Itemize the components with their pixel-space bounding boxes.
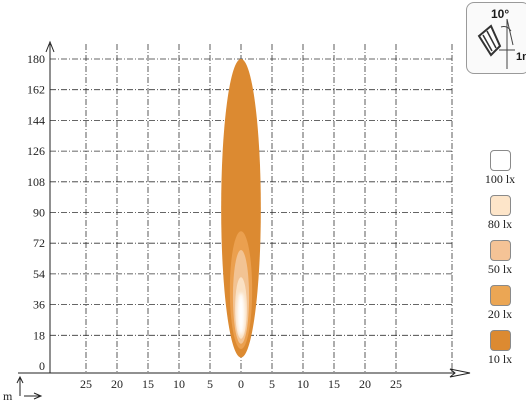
x-tick-label: 10 xyxy=(173,377,185,391)
x-tick-label: 15 xyxy=(142,377,154,391)
legend-label: 80 lx xyxy=(487,217,513,231)
unit-marker-horizontal-arrow xyxy=(33,392,43,400)
x-tick-label: 5 xyxy=(207,377,213,391)
axes: m xyxy=(3,40,471,403)
legend-item-20: 20 lx xyxy=(478,285,522,322)
legend-swatch xyxy=(489,195,511,216)
x-tick-label: 5 xyxy=(269,377,275,391)
x-tick-labels: 25 20 15 10 5 0 5 10 15 20 25 xyxy=(80,377,402,391)
isolux-100-lx xyxy=(237,292,245,336)
y-tick-labels: 0 18 36 54 72 90 108 126 144 162 180 xyxy=(27,52,45,373)
y-tick-label: 180 xyxy=(27,52,45,66)
x-tick-label: 0 xyxy=(238,377,244,391)
legend-label: 100 lx xyxy=(484,172,516,186)
y-tick-label: 144 xyxy=(27,113,45,127)
legend-label: 10 lx xyxy=(487,352,513,366)
legend-item-50: 50 lx xyxy=(478,240,522,277)
beam-angle-label: 10° xyxy=(491,7,510,21)
legend-swatch xyxy=(489,150,511,171)
x-unit-label: m xyxy=(3,389,13,403)
legend-item-100: 100 lx xyxy=(478,150,522,187)
x-tick-label: 25 xyxy=(80,377,92,391)
x-tick-label: 15 xyxy=(328,377,340,391)
y-tick-label: 72 xyxy=(33,236,45,250)
isolux-contours xyxy=(221,59,261,358)
legend-label: 50 lx xyxy=(487,262,513,276)
y-tick-label: 54 xyxy=(33,267,45,281)
y-tick-label: 126 xyxy=(27,144,45,158)
lamp-tilt-icon xyxy=(477,18,515,69)
legend-label: 20 lx xyxy=(487,307,513,321)
legend-swatch xyxy=(489,240,511,261)
y-tick-label: 0 xyxy=(39,359,45,373)
y-tick-label: 108 xyxy=(27,175,45,189)
distance-label: 1m xyxy=(516,51,526,63)
y-tick-label: 36 xyxy=(33,298,45,312)
x-tick-label: 10 xyxy=(297,377,309,391)
legend-item-80: 80 lx xyxy=(478,195,522,232)
beam-angle-badge: 10° 1m xyxy=(466,2,526,74)
x-tick-label: 20 xyxy=(359,377,371,391)
y-tick-label: 162 xyxy=(27,83,45,97)
y-tick-label: 90 xyxy=(33,206,45,220)
x-tick-label: 20 xyxy=(111,377,123,391)
legend-swatch xyxy=(489,330,511,351)
unit-marker-vertical-arrow xyxy=(16,375,24,384)
legend: 100 lx 80 lx 50 lx 20 lx 10 lx xyxy=(478,150,522,375)
y-axis-arrow xyxy=(45,40,55,53)
y-tick-label: 18 xyxy=(33,328,45,342)
x-axis-arrow xyxy=(449,368,471,378)
x-tick-label: 25 xyxy=(390,377,402,391)
legend-item-10: 10 lx xyxy=(478,330,522,367)
legend-swatch xyxy=(489,285,511,306)
